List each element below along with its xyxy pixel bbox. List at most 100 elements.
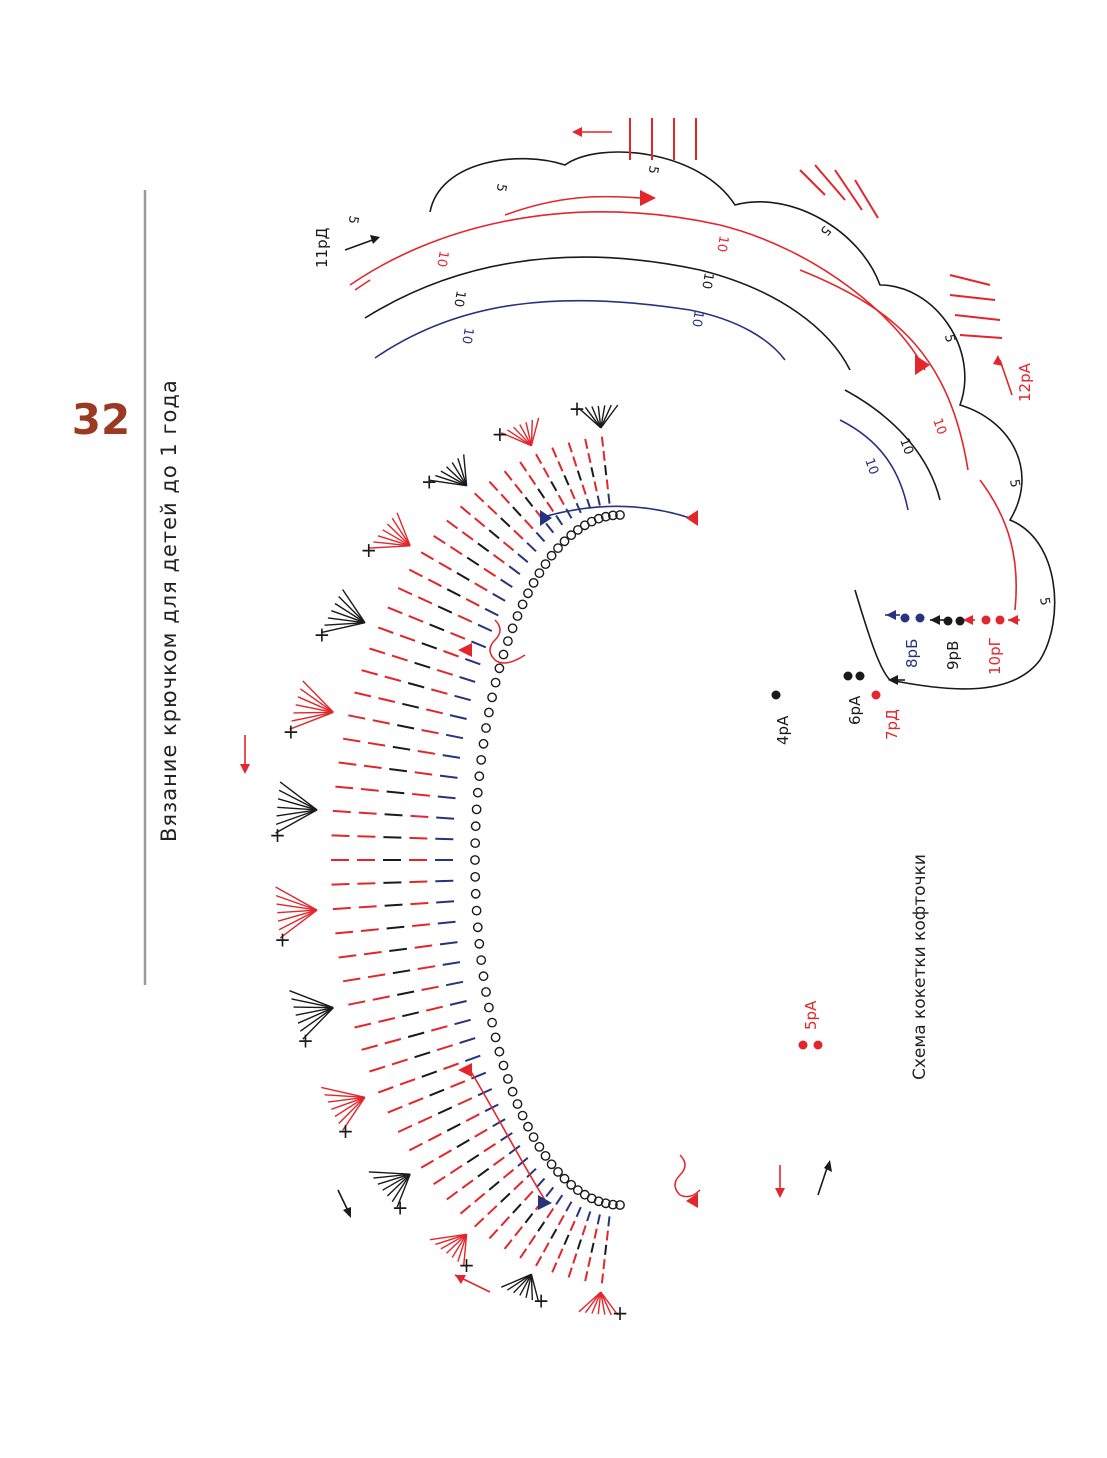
double-crochet-stitch (545, 522, 555, 534)
shell-fan-stitch (334, 1096, 366, 1118)
double-crochet-stitch (408, 614, 424, 623)
shell-fan-stitch (591, 1291, 602, 1314)
double-crochet-stitch (433, 534, 446, 545)
shell-fan-stitch (578, 407, 602, 429)
double-crochet-stitch (384, 903, 403, 907)
double-crochet-stitch (535, 1177, 546, 1189)
chain-stitch (502, 1074, 513, 1084)
double-crochet-stitch (446, 1190, 459, 1201)
shell-fan-stitch (373, 1173, 411, 1179)
shell-fan-stitch (277, 909, 318, 914)
double-crochet-stitch (572, 1253, 578, 1264)
chain-stitch (608, 510, 618, 521)
double-crochet-stitch (557, 494, 565, 506)
double-crochet-stitch (528, 474, 537, 486)
double-crochet-stitch (575, 1206, 582, 1218)
shell-fan-stitch (501, 432, 532, 447)
double-crochet-stitch (389, 768, 408, 773)
double-crochet-stitch (446, 1123, 461, 1132)
double-crochet-stitch (459, 505, 472, 516)
double-crochet-stitch (378, 697, 396, 703)
row-start-triangle (538, 1195, 552, 1210)
chain-stitch (540, 1151, 551, 1161)
single-crochet-mark: + (283, 719, 300, 743)
double-crochet-stitch (461, 1179, 474, 1189)
double-crochet-stitch (537, 1221, 546, 1232)
double-crochet-stitch (500, 493, 511, 504)
double-crochet-stitch (474, 1217, 485, 1228)
single-crochet-mark: + (274, 928, 291, 952)
shell-fan-stitch (578, 1291, 602, 1313)
double-crochet-stitch (492, 592, 506, 602)
double-crochet-stitch (372, 719, 390, 725)
row-label-6: 6рА (846, 695, 864, 725)
count-ten: 10 (896, 436, 916, 457)
shell-fan-stitch (276, 809, 318, 817)
row-start-triangle (458, 643, 472, 657)
book-title: Вязание крючком для детей до 1 года (157, 379, 181, 842)
double-crochet-stitch (514, 483, 523, 494)
shell-fan-stitch (507, 1273, 532, 1291)
shell-fan-stitch (324, 1094, 365, 1098)
shell-fan-stitch (597, 405, 602, 428)
row-10-arc-black (364, 256, 851, 371)
double-crochet-stitch (414, 1051, 431, 1059)
shell-fan-stitch (377, 1173, 411, 1185)
shell-fan-stitch (512, 1273, 532, 1294)
double-crochet-stitch (488, 1228, 499, 1240)
double-crochet-stitch (438, 1149, 452, 1159)
double-crochet-stitch (384, 1038, 402, 1045)
row-10-arc-right-red (799, 269, 969, 471)
chain-stitch (498, 649, 509, 660)
count-five: 5 (1036, 596, 1052, 607)
shell-fan-stitch (386, 1173, 411, 1197)
double-crochet-stitch (429, 623, 445, 632)
double-crochet-stitch (461, 531, 474, 541)
double-crochet-stitch (420, 551, 435, 561)
double-crochet-stitch (464, 657, 481, 666)
double-crochet-stitch (450, 631, 466, 640)
double-crochet-stitch (407, 682, 425, 689)
shell-fan-stitch (429, 479, 467, 487)
double-crochet-stitch (500, 1216, 511, 1227)
shell-fan-stitch (276, 903, 318, 911)
shell-fan-stitch (435, 474, 467, 487)
chain-stitch (523, 1121, 533, 1132)
shell-fan-stitch (435, 1233, 467, 1246)
shell-fan-stitch (279, 781, 318, 811)
chain-stitch (517, 1110, 528, 1121)
double-crochet-stitch (474, 1192, 486, 1203)
shell-fan-stitch (530, 1274, 540, 1303)
double-crochet-stitch (392, 745, 411, 751)
double-crochet-stitch (454, 1018, 471, 1026)
double-crochet-stitch (605, 479, 609, 490)
double-crochet-stitch (550, 1228, 558, 1239)
double-crochet-stitch (449, 1164, 463, 1175)
shell-fan-stitch (277, 806, 318, 811)
shell-fan-stitch (525, 422, 533, 446)
shell-fan-stitch (446, 1233, 468, 1254)
shell-fan-stitch (275, 886, 318, 911)
shell-fan-stitch (519, 1273, 533, 1296)
double-crochet-stitch (513, 1180, 524, 1191)
shell-fan-stitch (512, 426, 532, 447)
double-crochet-stitch (500, 517, 511, 528)
double-crochet-stitch (437, 920, 456, 925)
shell-fan-stitch (289, 990, 334, 1009)
double-crochet-stitch (465, 1113, 480, 1122)
double-crochet-stitch (446, 588, 461, 597)
chain-stitch (470, 838, 481, 848)
shell-fan-stitch (293, 711, 334, 714)
double-crochet-stitch (500, 1192, 511, 1203)
shell-fan-stitch (600, 1291, 619, 1316)
double-crochet-stitch (367, 973, 386, 979)
double-crochet-stitch (437, 795, 456, 800)
double-crochet-stitch (593, 1228, 598, 1239)
shell-fan-stitch (391, 517, 411, 547)
shell-fan-stitch (519, 424, 533, 447)
double-crochet-stitch (484, 607, 499, 617)
outer-tick-marks (629, 118, 1003, 339)
outer-scallop-edge (429, 151, 1056, 690)
shell-fan-stitch (297, 696, 334, 713)
